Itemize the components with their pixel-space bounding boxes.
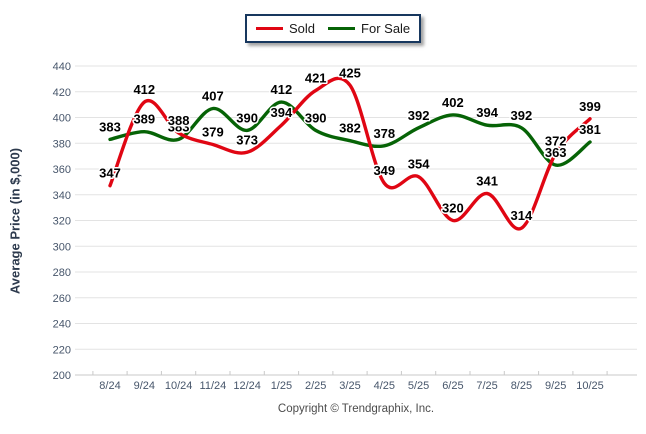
sold-line (108, 76, 592, 231)
x-tick-label: 7/25 (476, 380, 497, 392)
for-sale-point-label: 402 (442, 95, 464, 110)
sold-point-label: 373 (236, 132, 258, 147)
for-sale-line-swatch-icon (328, 27, 356, 30)
x-tick-label: 4/25 (374, 380, 395, 392)
for-sale-point-label: 392 (408, 108, 430, 123)
x-tick-label: 3/25 (339, 380, 360, 392)
legend-label-for-sale: For Sale (361, 21, 411, 36)
for-sale-point-label: 392 (511, 108, 533, 123)
y-tick-label: 200 (53, 370, 71, 382)
for-sale-point-label: 363 (545, 145, 567, 160)
x-tick-label: 6/25 (442, 380, 463, 392)
x-tick-label: 8/24 (99, 380, 120, 392)
y-tick-label: 260 (53, 293, 71, 305)
y-tick-label: 380 (53, 138, 71, 150)
x-tick-label: 12/24 (233, 380, 261, 392)
legend-label-sold: Sold (289, 21, 316, 36)
for-sale-point-label: 390 (305, 110, 327, 125)
sold-point-label: 421 (305, 71, 327, 86)
for-sale-point-label: 382 (339, 121, 361, 136)
y-tick-label: 300 (53, 241, 71, 253)
for-sale-line (108, 100, 592, 167)
sold-point-label: 379 (202, 125, 224, 140)
for-sale-point-label: 407 (202, 89, 224, 104)
for-sale-point-label: 383 (168, 119, 190, 134)
sold-point-label: 388 (168, 113, 190, 128)
sold-point-label: 412 (133, 82, 155, 97)
sold-point-label: 341 (476, 174, 498, 189)
legend-item-for-sale: For Sale (328, 21, 410, 36)
x-tick-label: 9/25 (545, 380, 566, 392)
y-tick-label: 360 (53, 164, 71, 176)
sold-line-swatch-icon (256, 27, 283, 30)
x-tick-label: 2/25 (305, 380, 326, 392)
y-tick-label: 440 (53, 61, 71, 73)
legend-item-sold: Sold (256, 21, 315, 36)
sold-point-label: 372 (545, 134, 567, 149)
sold-point-label: 425 (339, 65, 361, 80)
y-tick-label: 240 (53, 319, 71, 331)
x-tick-label: 5/25 (408, 380, 429, 392)
x-tick-label: 10/25 (576, 380, 604, 392)
y-tick-label: 400 (53, 113, 71, 125)
for-sale-point-label: 390 (236, 110, 258, 125)
sold-point-label: 354 (408, 157, 430, 172)
y-tick-label: 420 (53, 87, 71, 99)
chart-legend: Sold For Sale (245, 14, 422, 43)
for-sale-point-label: 383 (99, 119, 121, 134)
for-sale-point-label: 412 (271, 82, 293, 97)
y-tick-label: 220 (53, 344, 71, 356)
sold-point-label: 314 (511, 208, 533, 223)
x-tick-label: 8/25 (511, 380, 532, 392)
x-tick-label: 11/24 (200, 380, 227, 392)
for-sale-point-label: 381 (579, 122, 601, 137)
y-tick-label: 340 (53, 190, 71, 202)
sold-point-label: 394 (271, 105, 293, 120)
y-tick-label: 280 (53, 267, 71, 279)
x-tick-label: 9/24 (134, 380, 155, 392)
x-tick-label: 1/25 (271, 380, 292, 392)
copyright-text: Copyright © Trendgraphix, Inc. (277, 403, 435, 415)
x-tick-label: 10/24 (165, 380, 193, 392)
sold-point-label: 347 (99, 166, 121, 181)
for-sale-point-label: 389 (133, 112, 155, 127)
y-tick-label: 320 (53, 216, 71, 228)
for-sale-point-label: 378 (373, 126, 395, 141)
for-sale-point-label: 394 (476, 105, 498, 120)
sold-point-label: 349 (373, 163, 395, 178)
sold-point-label: 399 (579, 99, 601, 114)
sold-point-label: 320 (442, 201, 464, 216)
